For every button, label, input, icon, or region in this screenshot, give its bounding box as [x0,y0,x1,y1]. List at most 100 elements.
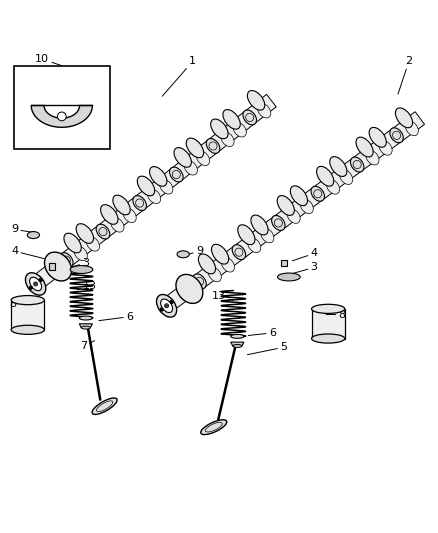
Ellipse shape [81,326,90,329]
Ellipse shape [278,273,300,281]
Circle shape [170,301,173,304]
Ellipse shape [70,265,93,273]
Text: 1: 1 [162,56,196,96]
Ellipse shape [287,208,300,223]
Ellipse shape [233,123,246,137]
Ellipse shape [30,277,42,290]
Circle shape [34,282,37,286]
Bar [49,263,55,270]
Ellipse shape [96,224,110,239]
Ellipse shape [45,252,71,281]
Ellipse shape [193,274,206,289]
Text: 3: 3 [291,262,318,274]
Ellipse shape [238,225,255,245]
Text: 13: 13 [77,281,97,291]
Ellipse shape [177,251,189,258]
Ellipse shape [196,151,210,166]
Circle shape [33,282,38,286]
Text: 6: 6 [99,312,133,322]
Ellipse shape [113,195,130,215]
Ellipse shape [174,148,191,167]
Bar [311,309,345,338]
Circle shape [39,278,42,282]
Bar [11,300,44,330]
Text: 10: 10 [35,54,62,66]
Circle shape [34,282,38,286]
Ellipse shape [137,176,155,196]
Polygon shape [79,324,92,328]
Ellipse shape [206,139,220,154]
Ellipse shape [79,316,92,320]
Polygon shape [162,112,424,312]
Text: 9: 9 [182,246,203,256]
Ellipse shape [221,132,234,147]
Ellipse shape [27,231,39,239]
Circle shape [29,286,32,289]
Ellipse shape [369,127,386,147]
Ellipse shape [311,334,345,343]
Text: 5: 5 [247,342,287,354]
Ellipse shape [170,167,183,182]
Polygon shape [231,342,244,346]
Ellipse shape [86,237,99,251]
Ellipse shape [64,233,81,253]
Text: 4: 4 [11,246,44,259]
Ellipse shape [186,138,204,158]
Ellipse shape [201,420,227,434]
Polygon shape [31,94,276,290]
Text: 9: 9 [11,224,33,235]
Ellipse shape [176,274,203,303]
Text: 3: 3 [68,258,89,268]
Ellipse shape [147,189,161,204]
Ellipse shape [396,108,413,128]
Ellipse shape [159,180,173,194]
Ellipse shape [330,157,347,176]
Ellipse shape [339,169,353,184]
Circle shape [160,308,163,311]
Circle shape [29,286,32,289]
Ellipse shape [161,299,173,312]
Ellipse shape [261,228,274,243]
Ellipse shape [133,196,146,211]
Text: 8: 8 [9,298,25,309]
Text: 2: 2 [398,56,413,94]
Circle shape [39,278,42,282]
Ellipse shape [247,238,261,253]
Circle shape [57,112,66,121]
Ellipse shape [92,398,117,415]
Ellipse shape [277,196,294,215]
Ellipse shape [272,215,285,230]
Ellipse shape [212,244,229,264]
Ellipse shape [156,295,177,317]
Ellipse shape [251,215,268,235]
Polygon shape [31,106,92,127]
Ellipse shape [149,167,167,186]
Ellipse shape [198,254,215,274]
Ellipse shape [326,180,339,194]
Ellipse shape [390,128,403,143]
Text: 8: 8 [326,310,346,319]
Text: 4: 4 [292,248,318,261]
Circle shape [164,304,169,308]
Ellipse shape [25,273,46,295]
Ellipse shape [184,160,198,175]
Ellipse shape [111,217,124,232]
Ellipse shape [11,325,44,334]
Ellipse shape [366,150,379,165]
Circle shape [165,304,169,308]
Bar [14,66,110,149]
Circle shape [170,300,173,304]
Ellipse shape [223,110,240,129]
Ellipse shape [211,119,228,139]
Ellipse shape [232,245,246,260]
Ellipse shape [101,205,118,224]
Ellipse shape [243,110,257,125]
Ellipse shape [311,304,345,313]
Ellipse shape [300,199,313,214]
Text: 6: 6 [248,328,276,338]
Circle shape [160,308,163,311]
Bar [281,260,287,266]
Ellipse shape [405,121,418,136]
Ellipse shape [379,141,392,155]
Ellipse shape [258,103,271,118]
